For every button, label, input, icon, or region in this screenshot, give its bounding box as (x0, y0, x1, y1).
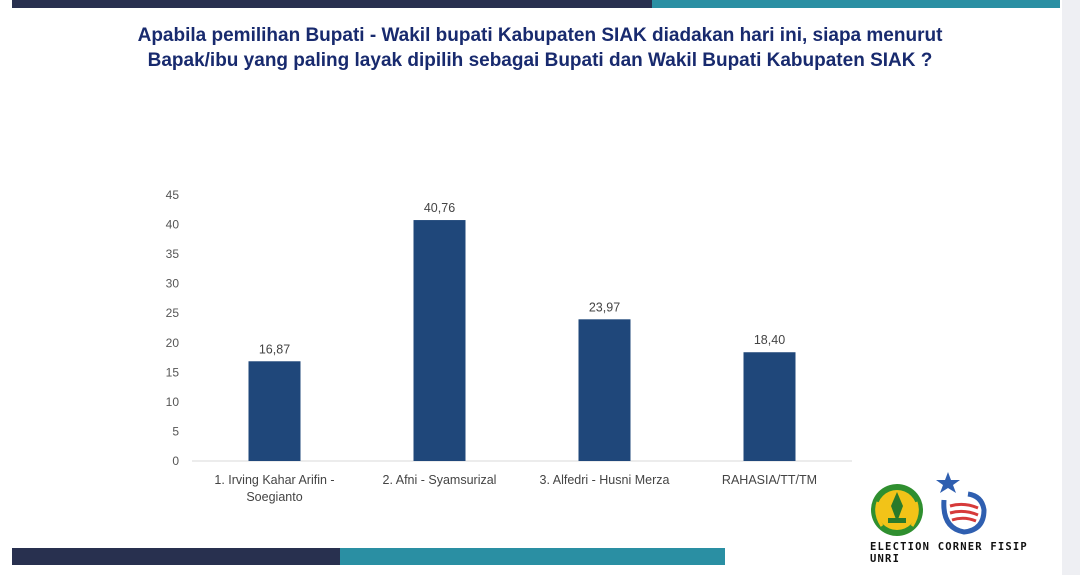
chart-title-line-1: Apabila pemilihan Bupati - Wakil bupati … (137, 25, 943, 46)
data-label: 18,40 (754, 333, 785, 347)
x-tick-label: 2. Afni - Syamsurizal (383, 473, 497, 487)
y-tick-label: 30 (166, 277, 180, 291)
bar (743, 352, 796, 461)
bar (248, 361, 301, 461)
y-tick-label: 40 (166, 218, 180, 232)
bottom-accent-teal (340, 548, 725, 565)
footer-brand-text: ELECTION CORNER FISIP UNRI (870, 541, 1028, 565)
unri-emblem-logo (871, 484, 923, 536)
x-tick-label: 1. Irving Kahar Arifin - (214, 473, 334, 487)
y-tick-label: 45 (166, 188, 180, 202)
x-tick-label: Soegianto (246, 490, 302, 504)
data-label: 16,87 (259, 342, 290, 356)
y-tick-label: 15 (166, 365, 180, 379)
y-tick-label: 5 (172, 424, 179, 438)
x-tick-label: RAHASIA/TT/TM (722, 473, 817, 487)
bar (578, 319, 631, 461)
y-tick-label: 35 (166, 247, 180, 261)
y-tick-label: 10 (166, 395, 180, 409)
top-accent-teal (652, 0, 1060, 8)
y-tick-label: 25 (166, 306, 180, 320)
bottom-accent-dark (12, 548, 340, 565)
data-label: 23,97 (589, 300, 620, 314)
y-tick-label: 0 (172, 454, 179, 468)
y-tick-label: 20 (166, 336, 180, 350)
data-label: 40,76 (424, 201, 455, 215)
chart-title-line-2: Bapak/ibu yang paling layak dipilih seba… (147, 50, 933, 71)
top-accent-bar (12, 0, 1060, 8)
x-tick-label: 3. Alfedri - Husni Merza (540, 473, 670, 487)
election-corner-logo (936, 472, 987, 535)
top-accent-dark (12, 0, 652, 8)
bar (413, 220, 466, 461)
